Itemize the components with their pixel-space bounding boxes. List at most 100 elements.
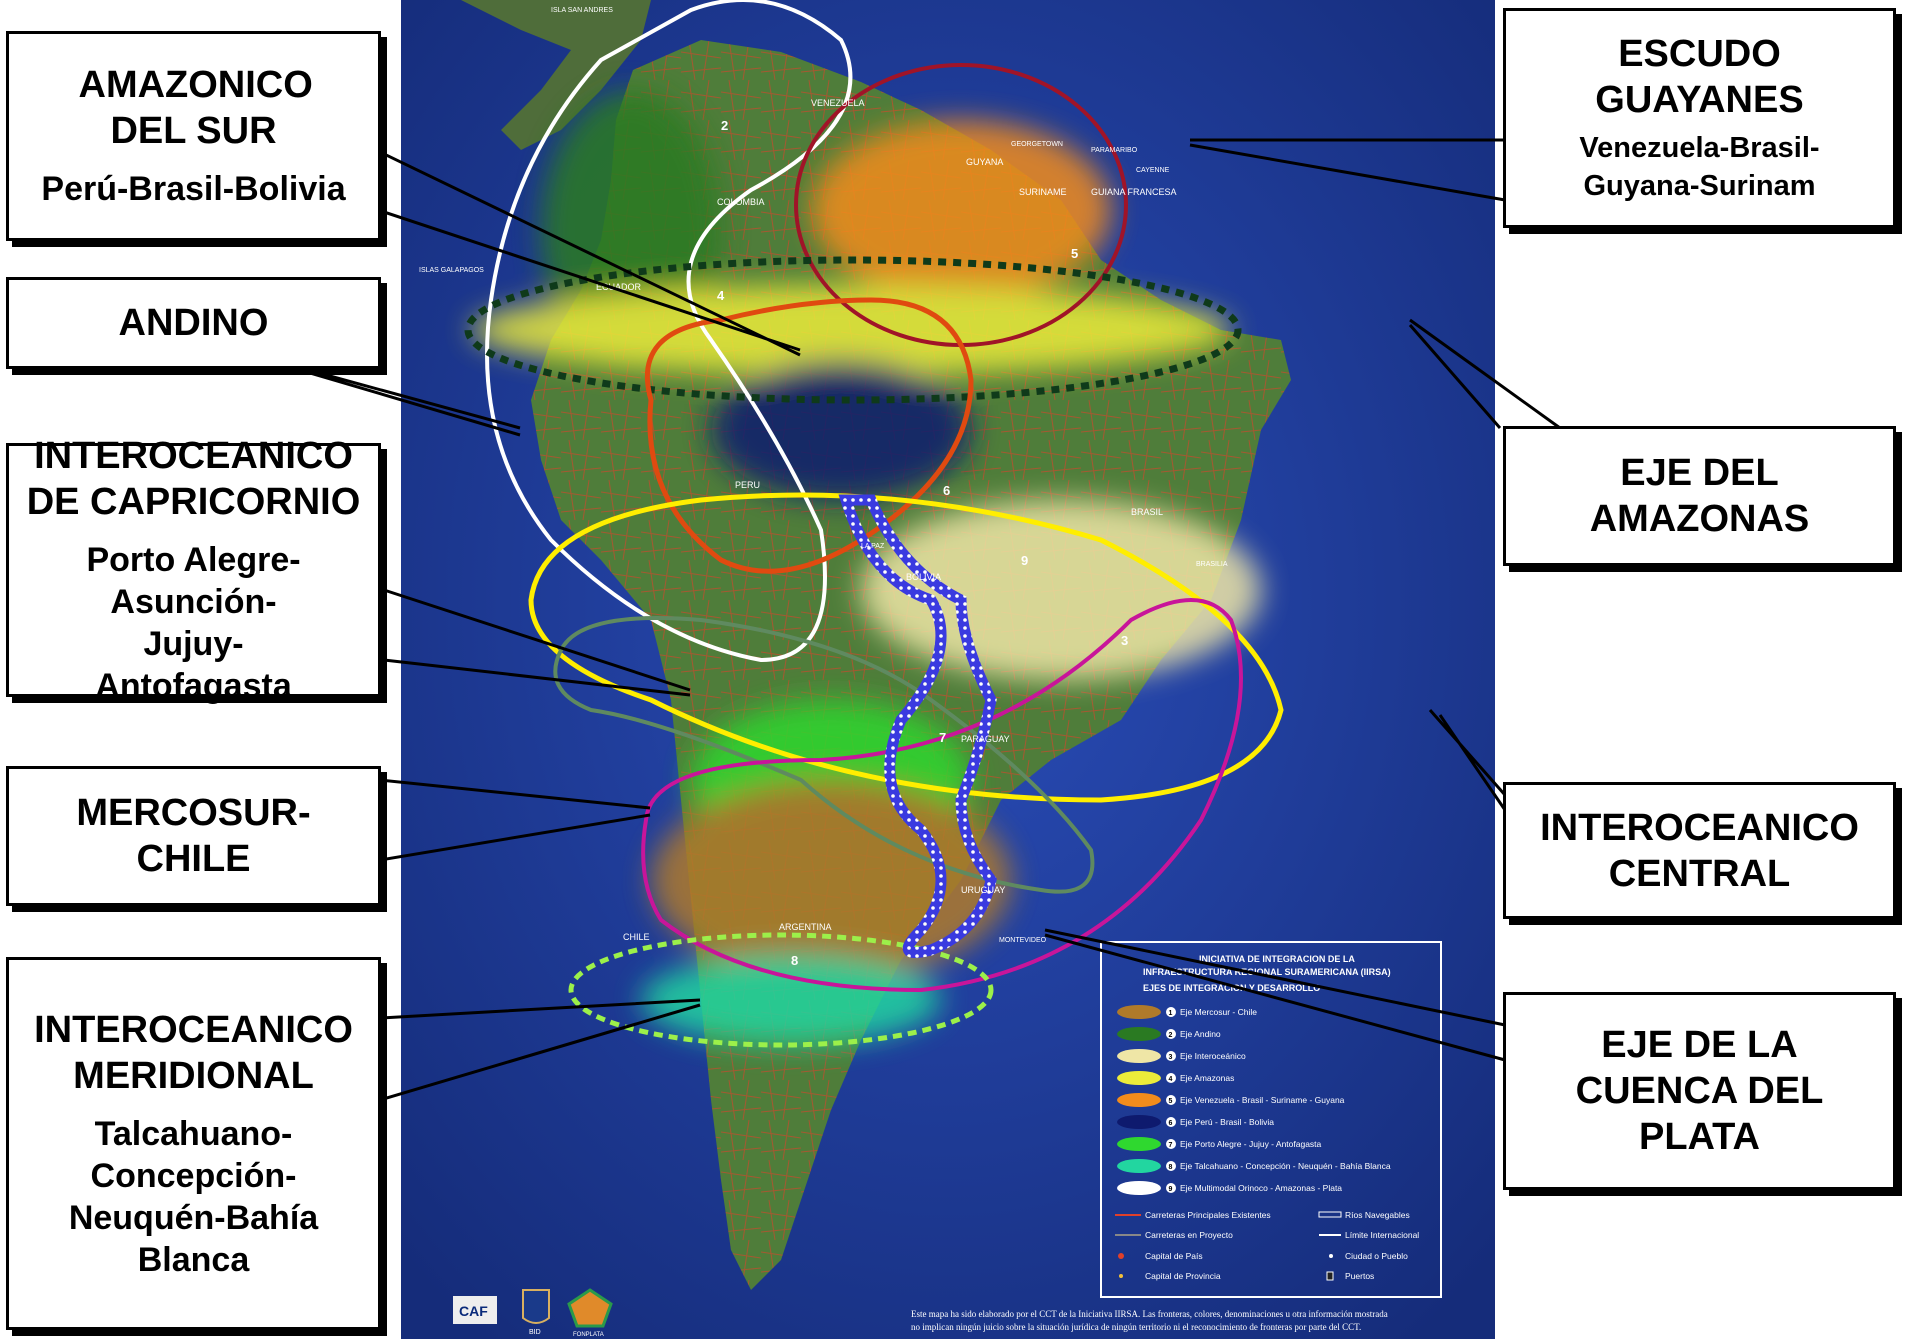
- callout-escudo-guayanes: ESCUDO GUAYANES Venezuela-Brasil-Guyana-…: [1503, 8, 1896, 228]
- legend-bullet-5: [1166, 1095, 1176, 1105]
- label-bolivia: BOLIVIA: [906, 572, 941, 582]
- legend-number-3: 3: [1169, 1054, 1173, 1061]
- legend-bullet-7: [1166, 1139, 1176, 1149]
- label-argentina: ARGENTINA: [779, 922, 832, 932]
- legend-swatch-5: [1117, 1093, 1161, 1107]
- zone-meridional: [641, 955, 941, 1045]
- disclaimer-line-1: Este mapa ha sido elaborado por el CCT d…: [911, 1309, 1388, 1319]
- legend-key-city: Ciudad o Pueblo: [1345, 1251, 1408, 1261]
- label-paramaribo: PARAMARIBO: [1091, 147, 1138, 154]
- ring-plata: [838, 494, 997, 958]
- legend-header-2: INFRAESTRUCTURA REGIONAL SURAMERICANA (I…: [1143, 967, 1391, 977]
- label-montevideo: MONTEVIDEO: [999, 937, 1047, 944]
- callout-meridional: INTEROCEANICO MERIDIONAL Talcahuano-Conc…: [6, 957, 381, 1330]
- bid-logo-text: BID: [529, 1329, 541, 1336]
- callout-eje-amazonas: EJE DEL AMAZONAS: [1503, 426, 1896, 566]
- label-brasil: BRASIL: [1131, 507, 1163, 517]
- legend-header-3: EJES DE INTEGRACION Y DESARROLLO: [1143, 983, 1320, 993]
- label-brasilia: BRASILIA: [1196, 561, 1228, 568]
- label-lapaz: LA PAZ: [861, 543, 885, 550]
- callout-capricornio-title: INTEROCEANICO DE CAPRICORNIO: [26, 435, 361, 523]
- legend-key-rivers: Ríos Navegables: [1345, 1210, 1410, 1220]
- fonplata-logo: [567, 1288, 613, 1328]
- label-chile: CHILE: [623, 932, 650, 942]
- legend-number-7: 7: [1169, 1142, 1173, 1149]
- callout-mercosur-chile-title: MERCOSUR-CHILE: [76, 792, 311, 880]
- legend-label-2: Eje Andino: [1180, 1029, 1221, 1039]
- legend-bullet-4: [1166, 1073, 1176, 1083]
- label-ecuador: ECUADOR: [596, 282, 642, 292]
- callout-interoceanico-central-title: INTEROCEANICO CENTRAL: [1540, 806, 1859, 895]
- callout-meridional-title: INTEROCEANICO MERIDIONAL: [34, 1008, 353, 1097]
- legend-label-4: Eje Amazonas: [1180, 1073, 1234, 1083]
- zone-peru-brasil: [711, 360, 971, 500]
- ring-capricornio: [553, 616, 1095, 894]
- label-sanandres: ISLA SAN ANDRES: [551, 7, 613, 14]
- legend-label-8: Eje Talcahuano - Concepción - Neuquén - …: [1180, 1161, 1391, 1171]
- legend-number-2: 2: [1169, 1032, 1173, 1039]
- label-uruguay: URUGUAY: [961, 885, 1005, 895]
- disclaimer-line-2: no implican ningún juicio sobre la situa…: [911, 1322, 1361, 1332]
- legend-label-5: Eje Venezuela - Brasil - Suriname - Guya…: [1180, 1095, 1345, 1105]
- legend-label-9: Eje Multimodal Orinoco - Amazonas - Plat…: [1180, 1183, 1342, 1193]
- legend-bullet-6: [1166, 1117, 1176, 1127]
- callout-interoceanico-central: INTEROCEANICO CENTRAL: [1503, 782, 1896, 919]
- callout-meridional-subtitle: Talcahuano-Concepción-Neuquén-Bahía Blan…: [68, 1114, 319, 1279]
- label-cayenne: CAYENNE: [1136, 167, 1170, 174]
- axis-number-3: 3: [1121, 633, 1128, 648]
- legend-swatch-3: [1117, 1049, 1161, 1063]
- legend-label-6: Eje Perú - Brasil - Bolivia: [1180, 1117, 1274, 1127]
- bid-logo: [522, 1289, 550, 1324]
- callout-cuenca-del-plata: EJE DE LA CUENCA DEL PLATA: [1503, 992, 1896, 1190]
- sponsor-logos: CAF BID FONPLATA: [453, 1288, 613, 1338]
- label-georgetown: GEORGETOWN: [1011, 141, 1063, 148]
- axis-number-6: 6: [943, 483, 950, 498]
- callout-amazonico-del-sur: AMAZONICO DEL SUR Perú-Brasil-Bolivia: [6, 31, 381, 241]
- callout-capricornio: INTEROCEANICO DE CAPRICORNIO Porto Alegr…: [6, 435, 381, 705]
- legend-number-4: 4: [1169, 1076, 1173, 1083]
- axis-number-7: 7: [939, 730, 946, 745]
- caf-logo: [453, 1296, 497, 1324]
- legend-key-capital: Capital de País: [1145, 1251, 1203, 1261]
- legend-swatch-4: [1117, 1071, 1161, 1085]
- legend-header-1: INICIATIVA DE INTEGRACION DE LA: [1199, 954, 1355, 964]
- fonplata-logo-text: FONPLATA: [573, 1332, 604, 1338]
- zone-guayanes: [811, 120, 1111, 300]
- legend-bullet-9: [1166, 1183, 1176, 1193]
- axis-number-4: 4: [717, 288, 725, 303]
- axis-number-8: 8: [791, 953, 798, 968]
- legend-key-roads-project: Carreteras en Proyecto: [1145, 1230, 1233, 1240]
- legend-key-ports: Puertos: [1345, 1271, 1374, 1281]
- label-peru: PERU: [735, 480, 760, 490]
- legend-label-1: Eje Mercosur - Chile: [1180, 1007, 1257, 1017]
- callout-amazonico-del-sur-subtitle: Perú-Brasil-Bolivia: [41, 170, 346, 208]
- ring-meridional: [568, 932, 994, 1048]
- callout-escudo-guayanes-title: ESCUDO GUAYANES: [1595, 33, 1804, 121]
- legend-number-5: 5: [1169, 1098, 1173, 1105]
- legend-bullet-8: [1166, 1161, 1176, 1171]
- axis-number-9: 9: [1021, 553, 1028, 568]
- legend-swatch-9: [1117, 1181, 1161, 1195]
- ring-mercosur: [641, 598, 1243, 993]
- label-guyana: GUYANA: [966, 157, 1003, 167]
- label-galapagos: ISLAS GALAPAGOS: [419, 267, 484, 274]
- central-america: [461, 0, 651, 150]
- callout-cuenca-del-plata-title: EJE DE LA CUENCA DEL PLATA: [1575, 1024, 1824, 1158]
- legend-key-roads: Carreteras Principales Existentes: [1145, 1210, 1271, 1220]
- legend-swatch-1: [1117, 1005, 1161, 1019]
- label-paraguay: PARAGUAY: [961, 734, 1010, 744]
- label-guiana: GUIANA FRANCESA: [1091, 187, 1177, 197]
- callout-escudo-guayanes-subtitle: Venezuela-Brasil-Guyana-Surinam: [1579, 132, 1820, 202]
- axis-number-2: 2: [721, 118, 728, 133]
- callout-capricornio-subtitle: Porto Alegre-Asunción-Jujuy-Antofagasta: [86, 541, 301, 705]
- legend-key-province-capital: Capital de Provincia: [1145, 1271, 1221, 1281]
- legend-number-8: 8: [1169, 1164, 1173, 1171]
- south-america-map: 2 4 5 6 9 3 7 8 VENEZUELA COLOMBIA GUYAN…: [401, 0, 1495, 1339]
- callout-amazonico-del-sur-title: AMAZONICO DEL SUR: [78, 64, 313, 152]
- label-venezuela: VENEZUELA: [811, 98, 865, 108]
- axis-number-5: 5: [1071, 246, 1078, 261]
- legend-number-1: 1: [1169, 1010, 1173, 1017]
- label-suriname: SURINAME: [1019, 187, 1067, 197]
- legend-swatch-6: [1117, 1115, 1161, 1129]
- label-colombia: COLOMBIA: [717, 197, 765, 207]
